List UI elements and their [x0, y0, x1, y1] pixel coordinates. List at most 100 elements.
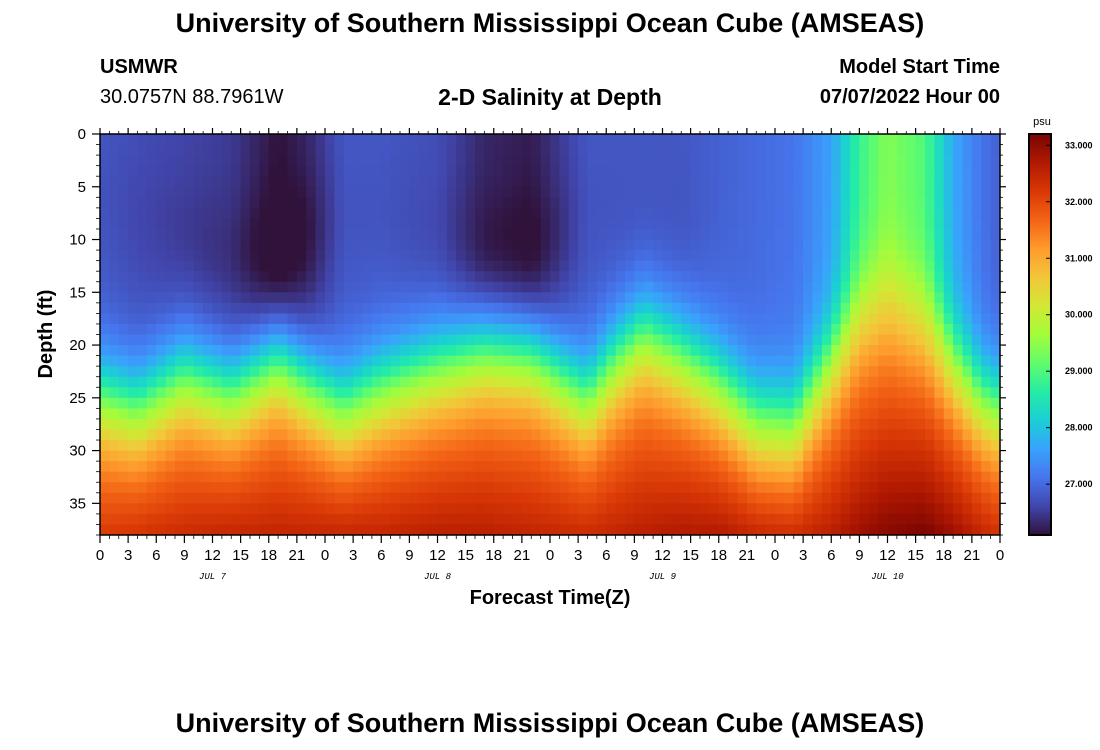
heatmap-cell [465, 513, 476, 526]
heatmap-cell [850, 524, 860, 535]
heatmap-cell [906, 366, 917, 378]
heatmap-cell [353, 197, 364, 209]
heatmap-cell [531, 144, 542, 156]
heatmap-cell [315, 239, 326, 251]
heatmap-cell [859, 155, 870, 167]
heatmap-cell [709, 313, 720, 325]
heatmap-cell [925, 387, 935, 399]
heatmap-cell [231, 260, 242, 272]
heatmap-cell [653, 334, 664, 346]
heatmap-cell [606, 176, 617, 188]
heatmap-cell [887, 513, 898, 526]
heatmap-cell [906, 239, 917, 251]
heatmap-cell [821, 471, 832, 483]
heatmap-cell [137, 450, 148, 462]
heatmap-cell [437, 408, 448, 420]
heatmap-cell [315, 397, 326, 409]
heatmap-cell [625, 218, 635, 230]
heatmap-cell [343, 492, 354, 504]
heatmap-cell [175, 165, 185, 177]
heatmap-cell [137, 440, 148, 452]
heatmap-cell [475, 218, 485, 230]
heatmap-cell [240, 292, 251, 304]
heatmap-cell [718, 176, 729, 188]
heatmap-cell [709, 334, 720, 346]
heatmap-cell [915, 503, 926, 515]
heatmap-cell [334, 440, 345, 452]
heatmap-cell [765, 387, 776, 399]
heatmap-cell [915, 408, 926, 420]
heatmap-cell [381, 366, 392, 378]
heatmap-cell [343, 440, 354, 452]
heatmap-cell [137, 218, 148, 230]
heatmap-cell [840, 440, 851, 452]
x-tick-label: 0 [96, 547, 104, 564]
heatmap-cell [362, 503, 373, 515]
heatmap-cell [259, 218, 270, 230]
heatmap-cell [578, 397, 589, 409]
heatmap-cell [296, 387, 307, 399]
heatmap-cell [465, 366, 476, 378]
heatmap-cell [390, 440, 401, 452]
heatmap-cell [850, 323, 860, 336]
heatmap-cell [934, 482, 945, 494]
heatmap-cell [765, 418, 776, 431]
heatmap-cell [409, 218, 420, 230]
heatmap-cell [128, 218, 139, 230]
heatmap-cell [540, 418, 551, 431]
heatmap-cell [531, 513, 542, 526]
heatmap-cell [896, 450, 907, 462]
heatmap-cell [896, 260, 907, 272]
heatmap-cell [606, 345, 617, 357]
heatmap-cell [503, 292, 514, 304]
heatmap-cell [175, 387, 185, 399]
heatmap-cell [606, 461, 617, 473]
heatmap-cell [184, 429, 195, 441]
heatmap-cell [156, 313, 167, 325]
heatmap-cell [493, 155, 504, 167]
heatmap-cell [831, 440, 842, 452]
heatmap-cell [437, 313, 448, 325]
heatmap-cell [146, 176, 157, 188]
heatmap-cell [990, 345, 1000, 357]
heatmap-cell [596, 461, 607, 473]
heatmap-cell [596, 482, 607, 494]
heatmap-cell [643, 513, 654, 526]
heatmap-cell [943, 482, 954, 494]
heatmap-cell [371, 323, 382, 336]
heatmap-cell [156, 165, 167, 177]
heatmap-cell [962, 461, 973, 473]
heatmap-cell [512, 239, 523, 251]
heatmap-cell [540, 302, 551, 314]
heatmap-cell [203, 260, 214, 272]
heatmap-cell [203, 482, 214, 494]
heatmap-cell [700, 197, 710, 209]
heatmap-cell [475, 366, 485, 378]
heatmap-cell [812, 524, 823, 535]
heatmap-cell [428, 471, 439, 483]
heatmap-cell [315, 260, 326, 272]
x-tick-label: 12 [654, 547, 671, 564]
heatmap-cell [334, 482, 345, 494]
heatmap-cell [512, 387, 523, 399]
heatmap-cell [850, 302, 860, 314]
heatmap-cell [803, 461, 814, 473]
heatmap-cell [278, 355, 289, 367]
heatmap-cell [118, 207, 129, 220]
heatmap-cell [737, 228, 748, 241]
heatmap-cell [625, 429, 635, 441]
heatmap-cell [268, 461, 279, 473]
heatmap-cell [690, 228, 701, 241]
heatmap-cell [109, 376, 120, 388]
heatmap-cell [446, 366, 457, 378]
heatmap-cell [812, 503, 823, 515]
heatmap-cell [184, 492, 195, 504]
heatmap-cell [896, 482, 907, 494]
heatmap-cell [718, 260, 729, 272]
heatmap-cell [850, 366, 860, 378]
heatmap-cell [868, 228, 879, 241]
heatmap-cell [671, 313, 682, 325]
heatmap-cell [456, 207, 467, 220]
heatmap-cell [606, 524, 617, 535]
heatmap-cell [953, 366, 964, 378]
